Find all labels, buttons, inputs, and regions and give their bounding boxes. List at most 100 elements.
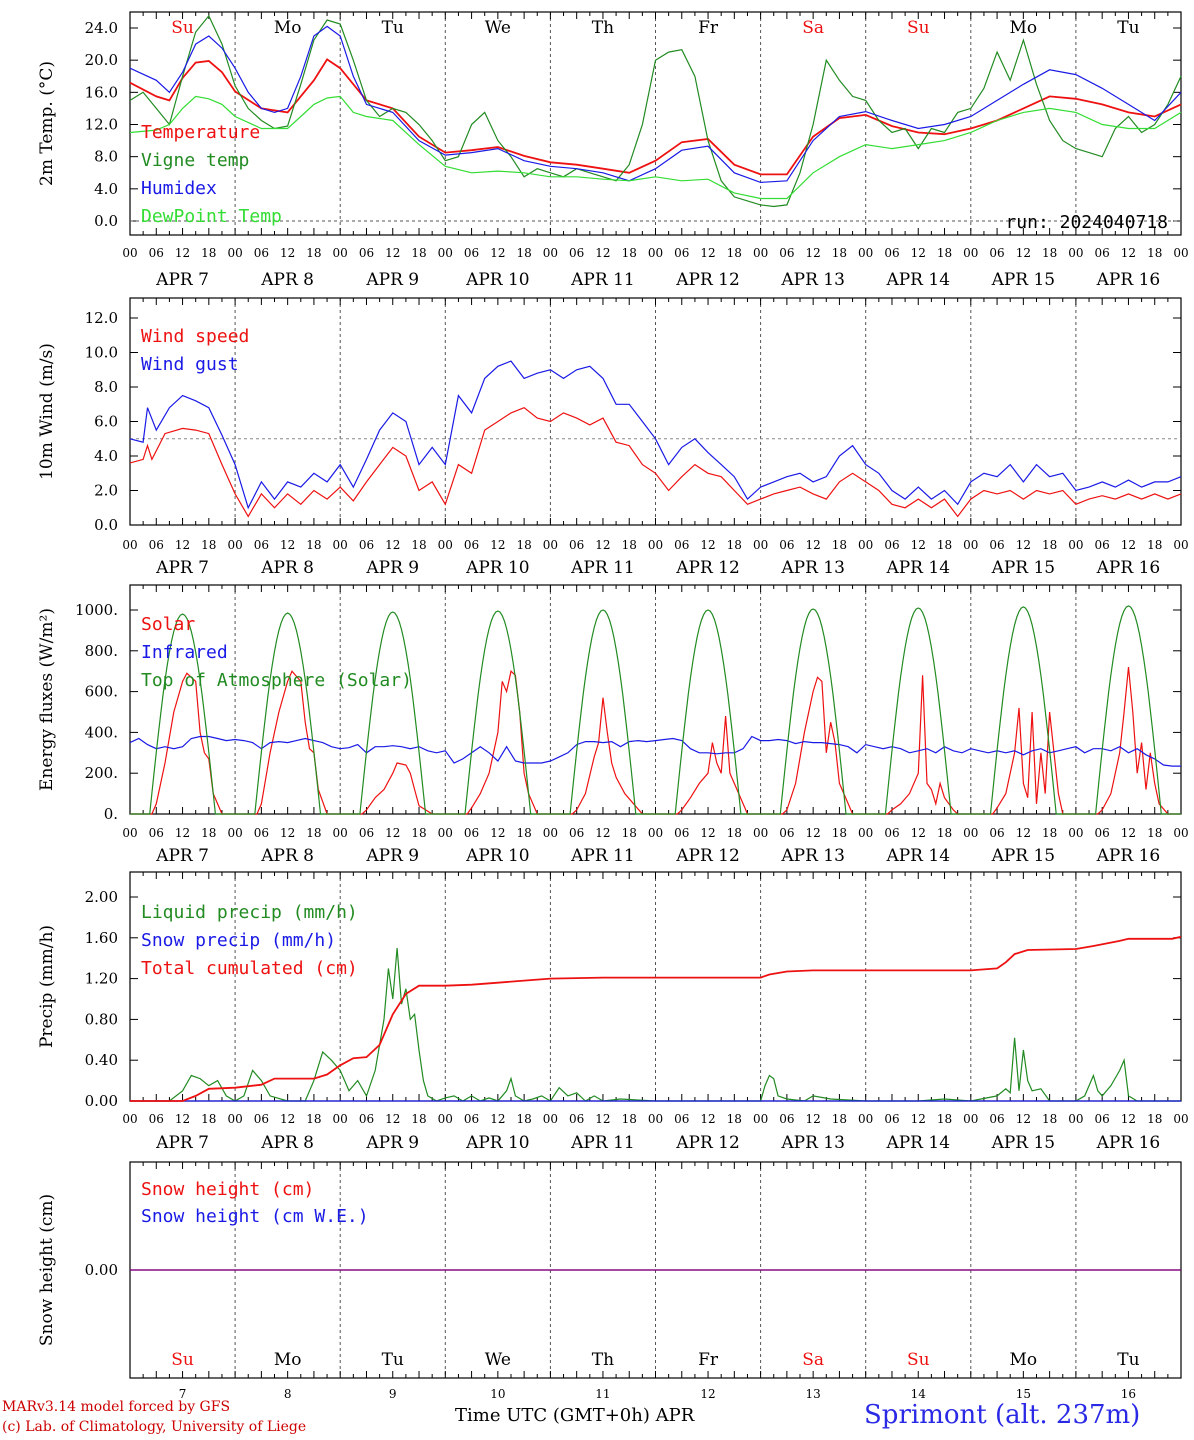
model-credit: MARv3.14 model forced by GFS (2, 1399, 231, 1415)
hour-label: 00 (1173, 1112, 1188, 1126)
legend-entry: Snow height (cm) (141, 1179, 314, 1200)
hour-label: 12 (1016, 1112, 1031, 1126)
hour-label: 18 (937, 538, 952, 552)
hour-label: 06 (884, 246, 899, 260)
hour-label: 06 (779, 538, 794, 552)
hour-label: 12 (1016, 246, 1031, 260)
hour-label: 06 (359, 1112, 374, 1126)
series-line-total-cumulated-cm- (130, 935, 1182, 1102)
date-label: APR 13 (780, 270, 845, 290)
y-tick-label: 400. (85, 723, 118, 741)
hour-label: 06 (1095, 826, 1110, 840)
day-number: 16 (1121, 1387, 1136, 1401)
hour-label: 12 (385, 1112, 400, 1126)
date-label: APR 10 (465, 846, 530, 866)
hour-label: 12 (280, 1112, 295, 1126)
hour-label: 18 (1042, 1112, 1057, 1126)
hour-label: 00 (438, 246, 453, 260)
date-label: APR 15 (991, 846, 1056, 866)
day-name: Tu (1117, 18, 1139, 38)
y-axis-label: 10m Wind (m/s) (37, 343, 57, 480)
date-label: APR 13 (780, 1133, 845, 1153)
hour-label: 00 (438, 826, 453, 840)
day-name: Sa (802, 18, 824, 38)
hour-label: 12 (700, 246, 715, 260)
hour-label: 06 (464, 826, 479, 840)
date-label: APR 12 (675, 1133, 740, 1153)
hour-label: 18 (832, 826, 847, 840)
date-label: APR 12 (675, 270, 740, 290)
date-label: APR 12 (675, 846, 740, 866)
hour-label: 12 (1121, 538, 1136, 552)
hour-label: 06 (989, 1112, 1004, 1126)
y-tick-label: 12.0 (85, 116, 118, 134)
y-axis-label: Precip (mm/h) (37, 925, 57, 1048)
hour-label: 18 (1042, 246, 1057, 260)
y-tick-label: 8.0 (94, 378, 118, 396)
hour-label: 00 (753, 246, 768, 260)
run-label: run: 2024040718 (1005, 212, 1168, 233)
hour-label: 00 (1173, 538, 1188, 552)
hour-label: 00 (963, 246, 978, 260)
hour-label: 18 (1147, 826, 1162, 840)
hour-label: 18 (622, 538, 637, 552)
hour-label: 12 (385, 826, 400, 840)
hour-label: 12 (1121, 1112, 1136, 1126)
date-label: APR 10 (465, 558, 530, 578)
hour-label: 00 (1068, 826, 1083, 840)
y-tick-label: 1.20 (85, 970, 118, 988)
hour-label: 18 (306, 538, 321, 552)
day-name: Fr (698, 1350, 719, 1370)
hour-label: 12 (1121, 826, 1136, 840)
hour-label: 18 (727, 246, 742, 260)
series-line-temperature (129, 58, 1182, 176)
hour-label: 00 (543, 246, 558, 260)
day-name: Su (907, 18, 930, 38)
hour-label: 18 (1042, 538, 1057, 552)
date-label: APR 16 (1096, 270, 1161, 290)
date-label: APR 9 (365, 270, 419, 290)
date-label: APR 7 (155, 846, 209, 866)
date-label: APR 14 (885, 558, 950, 578)
hour-label: 00 (648, 246, 663, 260)
y-tick-label: 0.80 (85, 1010, 118, 1028)
hour-label: 00 (227, 538, 242, 552)
legend-entry: Top of Atmosphere (Solar) (141, 670, 412, 691)
hour-label: 12 (490, 1112, 505, 1126)
y-tick-label: 600. (85, 683, 118, 701)
hour-label: 06 (569, 826, 584, 840)
hour-label: 18 (937, 1112, 952, 1126)
y-tick-label: 1000. (75, 601, 118, 619)
y-tick-label: 16.0 (85, 83, 118, 101)
hour-label: 00 (858, 826, 873, 840)
day-name: Fr (698, 18, 719, 38)
legend-entry: Humidex (141, 178, 217, 199)
y-tick-label: 800. (85, 642, 118, 660)
date-label: APR 9 (365, 1133, 419, 1153)
date-label: APR 7 (155, 558, 209, 578)
day-name: Tu (1117, 1350, 1139, 1370)
date-label: APR 11 (570, 1133, 635, 1153)
hour-label: 18 (411, 826, 426, 840)
hour-label: 00 (543, 1112, 558, 1126)
hour-label: 18 (622, 246, 637, 260)
hour-label: 06 (779, 246, 794, 260)
y-tick-label: 0.40 (85, 1051, 118, 1069)
y-tick-label: 24.0 (85, 19, 118, 37)
hour-label: 12 (700, 826, 715, 840)
hour-label: 06 (569, 246, 584, 260)
day-name: Th (592, 1350, 614, 1370)
hour-label: 18 (411, 246, 426, 260)
hour-label: 18 (1042, 826, 1057, 840)
hour-label: 18 (516, 1112, 531, 1126)
date-label: APR 8 (260, 270, 314, 290)
hour-label: 12 (1121, 246, 1136, 260)
day-name: Mo (274, 18, 302, 38)
hour-label: 00 (227, 246, 242, 260)
hour-label: 18 (1147, 538, 1162, 552)
date-label: APR 13 (780, 846, 845, 866)
hour-label: 00 (1068, 246, 1083, 260)
hour-label: 06 (254, 826, 269, 840)
day-name: Tu (382, 1350, 404, 1370)
y-tick-label: 4.0 (94, 180, 118, 198)
